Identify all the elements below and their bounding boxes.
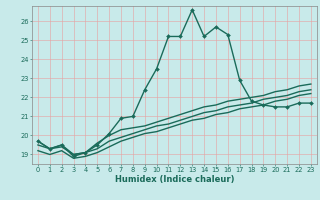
X-axis label: Humidex (Indice chaleur): Humidex (Indice chaleur)	[115, 175, 234, 184]
